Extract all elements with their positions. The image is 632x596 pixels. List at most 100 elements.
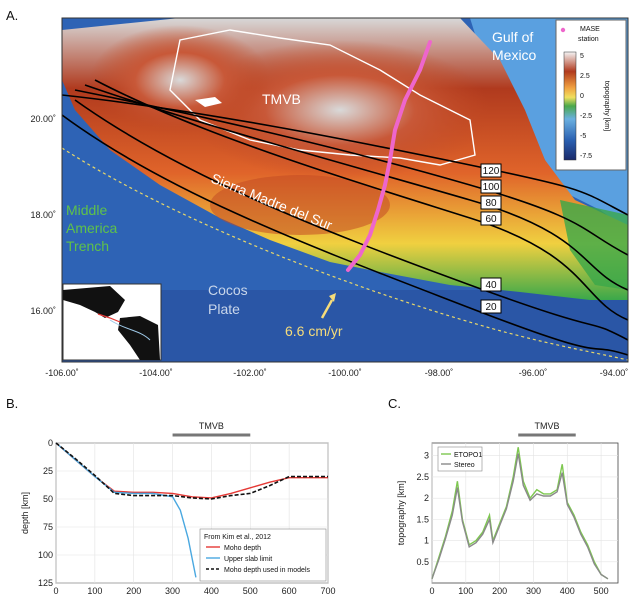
slab-contour-40 bbox=[74, 99, 628, 341]
topography-colorbar bbox=[563, 51, 577, 161]
lake bbox=[195, 97, 222, 107]
chart-b: 01002003004005006007000255075100125dista… bbox=[20, 421, 336, 596]
scale-tick-1: 2.5 bbox=[580, 73, 590, 80]
x-tick-label: 500 bbox=[594, 586, 609, 596]
western-highlands bbox=[90, 25, 270, 135]
map-frame bbox=[61, 17, 629, 363]
panel-a-letter: A. bbox=[6, 8, 18, 23]
x-tick-label: 400 bbox=[560, 586, 575, 596]
x-tick-label: 0 bbox=[429, 586, 434, 596]
station-marker-icon bbox=[560, 27, 566, 33]
velocity-arrow-head bbox=[329, 293, 336, 302]
legend-entry: Upper slab limit bbox=[224, 556, 272, 563]
tmvb-bracket-label: TMVB bbox=[199, 421, 224, 431]
legend-title: From Kim et al., 2012 bbox=[204, 534, 271, 541]
y-tick-label: 125 bbox=[38, 578, 53, 588]
x-tick-label: 600 bbox=[282, 586, 297, 596]
map-y-tick: 18.00˚ bbox=[30, 210, 56, 220]
scale-tick-2: 0 bbox=[580, 93, 584, 100]
x-tick-label: 200 bbox=[492, 586, 507, 596]
contour-label-60: 60 bbox=[485, 214, 497, 225]
series-line-moho-depth-used-in-models bbox=[55, 442, 328, 500]
legend-entry: Stereo bbox=[454, 462, 475, 469]
contour-label-100: 100 bbox=[483, 182, 500, 193]
contour-labels: 120 100 80 60 40 20 bbox=[480, 163, 502, 314]
y-tick-label: 2.5 bbox=[416, 472, 429, 482]
legend-station-2: station bbox=[578, 36, 599, 43]
x-tick-label: 700 bbox=[320, 586, 335, 596]
gulf-label-1: Gulf of bbox=[492, 29, 533, 45]
series-line-stereo bbox=[431, 453, 609, 580]
slab-contour-80 bbox=[84, 84, 628, 291]
x-tick-label: 200 bbox=[126, 586, 141, 596]
eastern-lowlands bbox=[560, 200, 628, 290]
contour-label-box bbox=[480, 195, 502, 210]
x-tick-label: 500 bbox=[243, 586, 258, 596]
trench-label-3: Trench bbox=[66, 238, 109, 254]
inset-region-box bbox=[97, 313, 121, 323]
map-x-tick: -102.00˚ bbox=[233, 368, 267, 378]
scale-tick-4: -5 bbox=[580, 133, 586, 140]
contour-label-120: 120 bbox=[483, 166, 500, 177]
velocity-label: 6.6 cm/yr bbox=[285, 323, 343, 339]
panel-b-letter: B. bbox=[6, 396, 18, 411]
colorbar-title: topography [km] bbox=[603, 81, 610, 131]
y-tick-label: 2 bbox=[424, 493, 429, 503]
cocos-label-2: Plate bbox=[208, 301, 240, 317]
y-tick-label: 1.5 bbox=[416, 514, 429, 524]
inset-trench-line bbox=[109, 319, 151, 341]
trench-line bbox=[62, 147, 628, 361]
y-tick-label: 1 bbox=[424, 536, 429, 546]
inset-map bbox=[62, 283, 162, 361]
slab-contour-60 bbox=[94, 79, 628, 321]
map-y-tick: 20.00˚ bbox=[30, 114, 56, 124]
contour-label-box bbox=[480, 211, 502, 226]
map-x-tick: -98.00˚ bbox=[425, 368, 454, 378]
tmvb-label: TMVB bbox=[262, 91, 301, 107]
y-tick-label: 50 bbox=[43, 494, 53, 504]
y-axis-title: topography [km] bbox=[396, 481, 406, 546]
sierra-highlands bbox=[210, 175, 390, 235]
map-y-tick: 16.00˚ bbox=[30, 306, 56, 316]
legend-entry: ETOPO1 bbox=[454, 452, 482, 459]
scale-tick-5: -7.5 bbox=[580, 153, 592, 160]
map-x-ticks: -106.00˚ -104.00˚ -102.00˚ -100.00˚ -98.… bbox=[45, 368, 628, 378]
trench-label-2: America bbox=[66, 220, 118, 236]
slab-contour-100 bbox=[74, 89, 628, 256]
inset-land-north bbox=[63, 286, 125, 318]
y-tick-label: 3 bbox=[424, 451, 429, 461]
legend-station-1: MASE bbox=[580, 26, 600, 33]
y-tick-label: 100 bbox=[38, 550, 53, 560]
x-tick-label: 0 bbox=[53, 586, 58, 596]
map-legend: MASE station 5 2.5 0 -2.5 -5 -7.5 topogr… bbox=[555, 19, 627, 171]
legend-entry: Moho depth used in models bbox=[224, 567, 310, 574]
x-tick-label: 100 bbox=[87, 586, 102, 596]
map-x-tick: -100.00˚ bbox=[328, 368, 362, 378]
map-x-tick: -106.00˚ bbox=[45, 368, 79, 378]
gulf-label-2: Mexico bbox=[492, 47, 537, 63]
contour-label-80: 80 bbox=[485, 198, 497, 209]
slab-contour-20 bbox=[62, 114, 628, 356]
y-tick-label: 0.5 bbox=[416, 557, 429, 567]
velocity-arrow bbox=[320, 299, 334, 319]
x-tick-label: 100 bbox=[458, 586, 473, 596]
map-y-ticks: 20.00˚ 18.00˚ 16.00˚ bbox=[30, 114, 56, 316]
y-tick-label: 0 bbox=[48, 438, 53, 448]
legend-entry: Moho depth bbox=[224, 545, 261, 552]
contour-label-20: 20 bbox=[485, 302, 497, 313]
series-line-upper-slab-limit bbox=[55, 442, 197, 578]
inset-land-south bbox=[118, 316, 160, 360]
y-axis-title: depth [km] bbox=[20, 492, 30, 534]
map-x-tick: -104.00˚ bbox=[139, 368, 173, 378]
x-tick-label: 300 bbox=[165, 586, 180, 596]
trench-label-1: Middle bbox=[66, 202, 107, 218]
contour-label-box bbox=[480, 163, 502, 178]
contour-label-box bbox=[480, 277, 502, 292]
contour-label-box bbox=[480, 299, 502, 314]
topography-map bbox=[62, 18, 628, 362]
mase-station-profile bbox=[346, 40, 432, 272]
tmvb-bracket-label: TMVB bbox=[534, 421, 559, 431]
y-tick-label: 75 bbox=[43, 522, 53, 532]
